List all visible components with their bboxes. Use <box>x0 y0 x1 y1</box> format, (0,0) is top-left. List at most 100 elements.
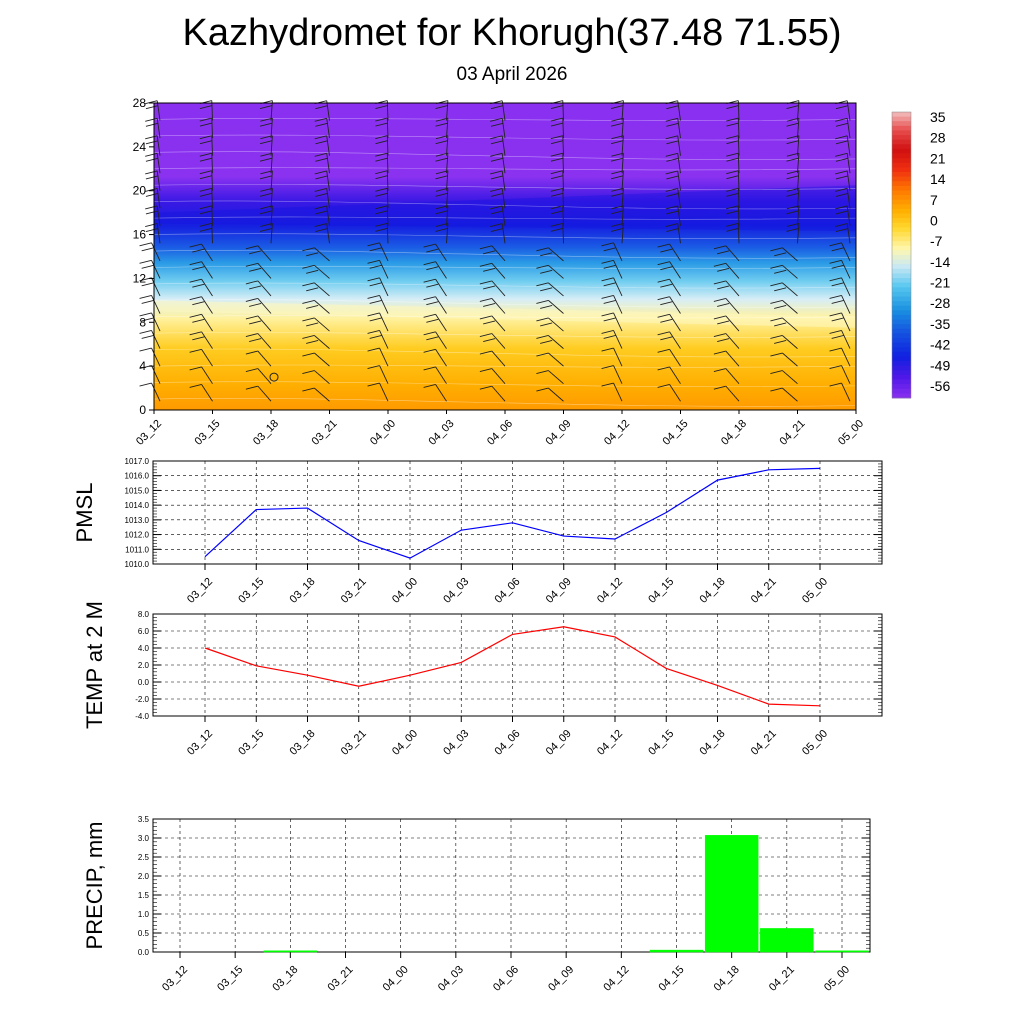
wind-barb-flag <box>490 117 503 122</box>
wind-barb-flag <box>665 135 678 140</box>
wind-barb-flag <box>665 223 678 227</box>
wind-barb <box>846 118 851 139</box>
wind-barb <box>737 170 740 191</box>
wind-barb <box>211 118 213 139</box>
x-tick-label: 04_00 <box>390 728 420 758</box>
wind-barb <box>725 350 740 367</box>
wind-barb-flag <box>660 301 673 306</box>
wind-barb <box>677 205 681 226</box>
y-tick-label: 1015.0 <box>125 486 150 495</box>
wind-barb-flag <box>435 152 449 157</box>
wind-barb <box>314 317 330 332</box>
wind-barb-flag <box>540 322 553 327</box>
wind-barb-flag <box>717 302 730 307</box>
wind-barb <box>156 205 161 226</box>
wind-barb <box>314 300 330 314</box>
wind-barb <box>151 242 161 262</box>
wind-barb-flag <box>490 135 503 140</box>
wind-barb <box>613 277 623 297</box>
isotherm <box>153 364 857 368</box>
wind-barb-flag <box>490 152 503 157</box>
isotherm <box>153 332 857 338</box>
colorbar-cell <box>892 245 911 251</box>
x-tick-label: 04_09 <box>544 418 574 448</box>
wind-barb-flag <box>245 245 258 250</box>
wind-barb-flag <box>426 318 439 323</box>
wind-barb <box>669 366 681 384</box>
wind-barb-flag <box>375 117 388 122</box>
colorbar-cell <box>892 181 911 187</box>
wind-barb <box>562 223 564 244</box>
colorbar-cell <box>892 208 911 214</box>
wind-barb <box>841 277 851 297</box>
wind-barb <box>379 295 389 314</box>
wind-barb <box>326 170 330 191</box>
wind-barb <box>548 352 564 367</box>
wind-barb-flag <box>375 210 388 215</box>
wind-barb-flag <box>315 122 328 127</box>
colorbar-cell <box>892 241 911 247</box>
wind-barb <box>151 277 161 297</box>
wind-barb-flag <box>610 227 624 232</box>
colorbar-cell <box>892 268 911 274</box>
wind-barb <box>548 247 564 262</box>
x-tick-label: 03_15 <box>193 418 223 448</box>
wind-barb-flag <box>665 188 678 192</box>
wind-barb <box>151 382 161 402</box>
wind-barb <box>270 223 273 244</box>
wind-barb-flag <box>199 140 213 145</box>
wind-barb-flag <box>367 382 380 387</box>
wind-barb <box>621 100 624 121</box>
wind-barb <box>270 170 273 191</box>
y-tick-label: 0 <box>139 403 146 417</box>
wind-barb-flag <box>611 135 624 140</box>
x-tick-label: 03_15 <box>236 576 266 606</box>
wind-barb-flag <box>199 210 213 215</box>
wind-barb <box>782 352 798 367</box>
wind-barb-flag <box>611 222 624 227</box>
wind-barb-flag <box>306 322 319 327</box>
wind-barb <box>491 368 506 384</box>
x-tick-label: 03_15 <box>236 728 266 758</box>
wind-barb <box>435 366 447 384</box>
x-tick-label: 03_12 <box>185 576 215 606</box>
wind-barb-flag <box>536 317 549 322</box>
panel-frame <box>152 460 883 565</box>
isotherm <box>153 184 857 190</box>
wind-barb-flag <box>550 205 563 210</box>
colorbar-cell <box>892 227 911 233</box>
wind-barb-flag <box>245 333 258 337</box>
y-tick-label: 1014.0 <box>125 501 150 510</box>
wind-barb-flag <box>479 385 492 390</box>
wind-barb-flag <box>483 267 496 272</box>
x-tick-label: 04_03 <box>436 964 466 994</box>
wind-barb-flag <box>145 100 158 105</box>
y-tick-label: 2.0 <box>138 872 150 881</box>
wind-barb-flag <box>306 304 319 309</box>
wind-barb-flag <box>306 287 319 292</box>
wind-barb-flag <box>610 105 624 110</box>
colorbar-cell <box>892 231 911 237</box>
wind-barb-flag <box>726 122 739 127</box>
wind-barb <box>156 188 161 209</box>
wind-barb <box>737 118 740 139</box>
wind-barb-flag <box>314 188 327 192</box>
wind-barb <box>156 118 161 139</box>
wind-barb <box>435 331 447 349</box>
wind-barb-flag <box>835 175 849 180</box>
wind-barb <box>782 300 798 314</box>
wind-barb-flag <box>199 135 212 140</box>
wind-barb <box>548 282 564 297</box>
wind-barb-flag <box>713 280 726 285</box>
wind-barb <box>491 245 506 262</box>
wind-barb-flag <box>657 261 670 266</box>
wind-barb <box>386 153 389 174</box>
wind-barb-flag <box>610 175 624 180</box>
wind-barb-flag <box>660 318 673 323</box>
wind-barb-flag <box>315 210 328 215</box>
x-tick-label: 04_12 <box>595 576 625 606</box>
wind-barb-flag <box>713 385 726 390</box>
wind-barb <box>841 295 851 314</box>
wind-barb-flag <box>610 140 624 145</box>
